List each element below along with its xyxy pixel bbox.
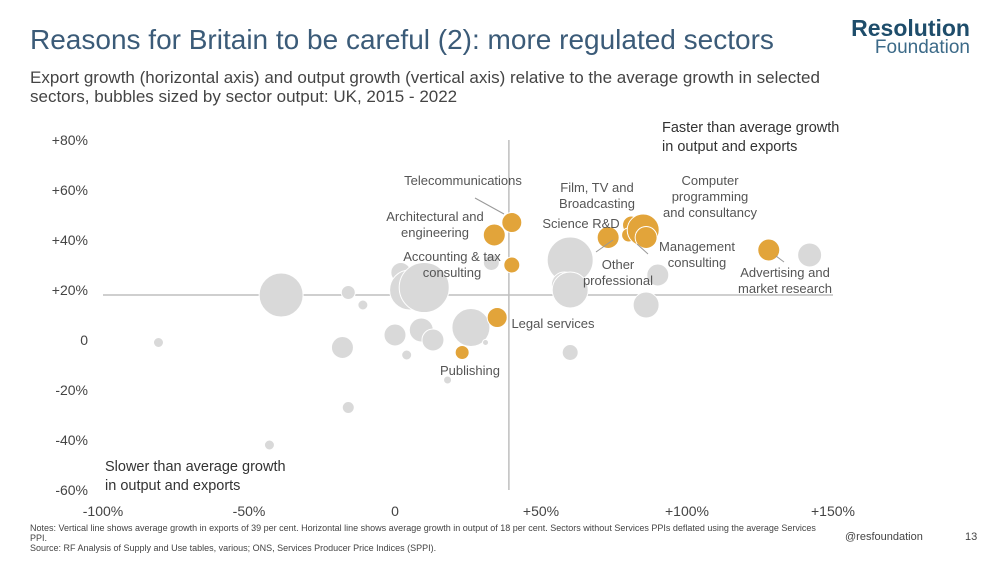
other-sector-bubble — [561, 344, 579, 361]
sector-label: Architectural and engineering — [386, 209, 484, 240]
sector-label: Advertising and market research — [738, 265, 832, 296]
other-sector-bubble — [401, 349, 413, 361]
y-tick-label: +80% — [52, 132, 88, 148]
y-tick-label: 0 — [80, 332, 88, 348]
other-sector-bubble — [341, 401, 355, 414]
x-tick-label: +150% — [811, 503, 855, 519]
y-tick-label: +40% — [52, 232, 88, 248]
other-sector-bubble — [451, 308, 491, 347]
quadrant-label-faster: Faster than average growth in output and … — [662, 120, 839, 155]
x-tick-label: +100% — [665, 503, 709, 519]
twitter-handle[interactable]: @resfoundation — [845, 531, 923, 543]
other-sector-bubble — [340, 285, 356, 300]
other-sector-bubble — [383, 323, 407, 347]
sector-label: Publishing — [440, 363, 500, 378]
highlighted-sector-bubble — [482, 223, 506, 247]
other-sector-bubble — [646, 263, 670, 287]
sector-label: Film, TV and Broadcasting — [559, 180, 635, 211]
resolution-foundation-logo: Resolution Foundation — [851, 15, 970, 58]
other-sector-bubble — [482, 254, 500, 271]
highlighted-sector-bubble — [596, 226, 620, 249]
other-sector-bubble — [398, 262, 450, 313]
x-tick-label: -50% — [233, 503, 266, 519]
other-sector-bubble — [443, 375, 453, 385]
other-sector-bubble — [263, 439, 275, 451]
highlighted-sector-bubble — [634, 226, 658, 249]
label-leader-line — [775, 255, 785, 263]
highlighted-sector-bubble — [454, 345, 470, 360]
other-sector-bubble — [551, 271, 589, 309]
page-number: 13 — [965, 531, 978, 543]
quadrant-label-slower: Slower than average growth in output and … — [105, 459, 286, 494]
other-sector-bubble — [357, 299, 369, 311]
chart-subtitle: Export growth (horizontal axis) and outp… — [30, 68, 820, 106]
label-leader-line — [595, 239, 614, 253]
other-sector-bubble — [797, 242, 823, 268]
y-tick-label: -20% — [55, 382, 88, 398]
x-tick-label: 0 — [391, 503, 399, 519]
y-tick-label: -60% — [55, 482, 88, 498]
sector-label: Other professional — [583, 257, 653, 288]
other-sector-bubble — [258, 272, 304, 318]
logo-line-1: Resolution — [851, 15, 970, 41]
y-tick-label: +60% — [52, 182, 88, 198]
source-text: Source: RF Analysis of Supply and Use ta… — [30, 543, 437, 553]
label-leader-line — [636, 243, 649, 255]
sector-label: Telecommunications — [404, 173, 522, 188]
highlighted-sector-bubble — [503, 256, 521, 274]
highlighted-sector-bubble — [501, 212, 523, 233]
sector-label: Accounting & tax consulting — [403, 249, 501, 280]
bubble-chart: -60% -40% -20% 0 +20% +40% +60% +80% -100% -50% 0 +… — [52, 120, 855, 519]
x-tick-label: -100% — [83, 503, 123, 519]
other-sector-bubble — [482, 339, 490, 346]
y-tick-label: +20% — [52, 282, 88, 298]
logo-line-2: Foundation — [874, 37, 970, 58]
sector-label: Science R&D — [542, 216, 619, 231]
page-title: Reasons for Britain to be careful (2): m… — [30, 24, 774, 55]
highlighted-sector-bubble — [757, 238, 781, 262]
notes-text: Notes: Vertical line shows average growt… — [30, 523, 816, 543]
label-leader-line — [474, 197, 505, 215]
other-sector-bubble — [421, 328, 445, 352]
sector-label: Management consulting — [659, 239, 735, 270]
other-sector-bubble — [330, 336, 354, 359]
y-tick-label: -40% — [55, 432, 88, 448]
chart-notes: Notes: Vertical line shows average growt… — [30, 523, 830, 553]
sector-label: Legal services — [511, 316, 595, 331]
highlighted-sector-bubble — [486, 307, 508, 328]
x-tick-label: +50% — [523, 503, 559, 519]
other-sector-bubble — [152, 337, 164, 348]
sector-label: Computer programming and consultancy — [663, 173, 757, 220]
other-sector-bubble — [632, 291, 660, 319]
